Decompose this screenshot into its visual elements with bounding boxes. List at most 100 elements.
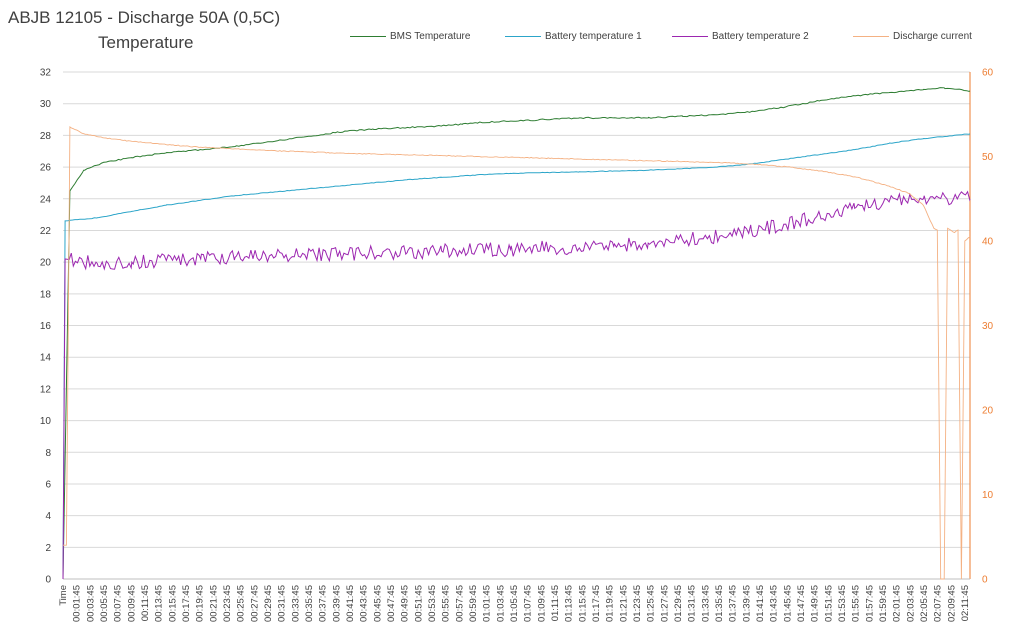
x-tick-label: 00:07:45 [113,585,124,622]
x-tick-label: 01:03:45 [495,585,506,622]
x-tick-label: 01:01:45 [482,585,493,622]
y-left-tick-label: 24 [40,194,52,205]
x-tick-label: 01:23:45 [632,585,643,622]
legend-swatch-bms [350,35,386,37]
x-tick-label: 00:29:45 [263,585,274,622]
x-tick-label: 01:59:45 [878,585,889,622]
x-tick-label: 00:13:45 [154,585,165,622]
y-right-tick-label: 20 [982,406,994,417]
y-left-tick-label: 28 [40,131,52,142]
legend-swatch-current [853,35,889,37]
y-axis-right: 0 10 20 30 40 50 60 [969,68,994,586]
x-tick-label: 00:05:45 [99,585,110,622]
y-right-tick-label: 60 [982,68,994,79]
x-tick-label: 01:15:45 [577,585,588,622]
x-tick-label: 01:55:45 [851,585,862,622]
y-left-tick-label: 10 [40,416,52,427]
legend: BMS Temperature Battery temperature 1 Ba… [350,30,990,46]
y-left-tick-label: 0 [45,575,51,586]
x-tick-label: 00:37:45 [318,585,329,622]
x-tick-label: 01:37:45 [728,585,739,622]
y-left-tick-label: 8 [45,448,51,459]
y-left-tick-label: 22 [40,226,52,237]
x-tick-label: 01:27:45 [659,585,670,622]
x-tick-label: 01:07:45 [523,585,534,622]
y-right-tick-label: 50 [982,152,994,163]
x-tick-label: 00:35:45 [304,585,315,622]
x-tick-label: 00:51:45 [413,585,424,622]
chart-title: ABJB 12105 - Discharge 50A (0,5C) [8,8,281,27]
x-tick-label: Time [58,585,69,606]
x-tick-label: 00:11:45 [140,585,151,621]
legend-item-current: Discharge current [853,30,972,44]
x-tick-label: 01:29:45 [673,585,684,622]
x-tick-label: 00:31:45 [277,585,288,622]
x-tick-label: 00:17:45 [181,585,192,622]
y-left-tick-label: 4 [45,511,51,522]
x-tick-label: 00:39:45 [331,585,342,622]
x-tick-label: 01:57:45 [864,585,875,622]
x-tick-label: 00:57:45 [454,585,465,622]
x-tick-label: 01:49:45 [810,585,821,622]
y-left-tick-label: 18 [40,289,52,300]
x-tick-label: 01:09:45 [536,585,547,622]
x-tick-label: 01:11:45 [550,585,561,621]
x-tick-label: 01:17:45 [591,585,602,622]
x-tick-label: 00:47:45 [386,585,397,622]
x-tick-label: 01:41:45 [755,585,766,622]
y-left-tick-label: 26 [40,163,52,174]
x-tick-label: 00:49:45 [400,585,411,622]
x-tick-label: 02:11:45 [960,585,971,621]
x-tick-label: 00:19:45 [195,585,206,622]
x-tick-label: 01:45:45 [782,585,793,622]
y-left-tick-label: 6 [45,479,51,490]
y-left-tick-label: 12 [40,384,52,395]
x-tick-label: 00:09:45 [126,585,137,622]
x-tick-label: 02:05:45 [919,585,930,622]
x-tick-label: 00:41:45 [345,585,356,622]
series-line-bms-temperature [62,87,971,580]
y-left-tick-label: 32 [40,68,52,79]
x-tick-label: 01:13:45 [564,585,575,622]
y-left-tick-label: 2 [45,543,51,554]
x-tick-label: 00:01:45 [72,585,83,622]
x-tick-label: 00:27:45 [249,585,260,622]
y-right-tick-label: 30 [982,321,994,332]
x-tick-label: 00:15:45 [167,585,178,622]
legend-label-bms: BMS Temperature [390,31,471,42]
x-tick-label: 00:45:45 [372,585,383,622]
series-lines [62,87,971,580]
x-tick-label: 00:43:45 [359,585,370,622]
legend-label-current: Discharge current [893,31,972,42]
y-right-tick-label: 0 [982,575,988,586]
legend-item-battery-1: Battery temperature 1 [505,30,642,44]
y-left-tick-label: 14 [40,353,52,364]
legend-swatch-battery-1 [505,35,541,37]
x-tick-label: 01:33:45 [700,585,711,622]
y-right-tick-label: 40 [982,237,994,248]
x-tick-label: 01:53:45 [837,585,848,622]
x-tick-label: 01:25:45 [646,585,657,622]
series-line-discharge-current [63,126,971,580]
y-left-tick-label: 30 [40,99,52,110]
legend-item-battery-2: Battery temperature 2 [672,30,809,44]
x-tick-label: 00:53:45 [427,585,438,622]
x-tick-label: 02:09:45 [946,585,957,622]
x-tick-label: 00:25:45 [236,585,247,622]
x-tick-label: 01:19:45 [605,585,616,622]
series-line-battery-temperature-2 [62,190,971,580]
x-axis: Time 00:01:45 00:03:45 00:05:45 00:07:45 00:0… [58,578,971,622]
y-left-tick-label: 16 [40,321,52,332]
x-tick-label: 00:55:45 [441,585,452,622]
x-tick-label: 00:33:45 [290,585,301,622]
legend-swatch-battery-2 [672,35,708,37]
legend-label-battery-2: Battery temperature 2 [712,31,809,42]
chart-subtitle: Temperature [98,33,194,52]
x-tick-label: 01:47:45 [796,585,807,622]
x-tick-label: 00:03:45 [85,585,96,622]
x-tick-label: 00:21:45 [208,585,219,622]
x-tick-label: 01:05:45 [509,585,520,622]
series-line-battery-temperature-1 [62,133,971,580]
